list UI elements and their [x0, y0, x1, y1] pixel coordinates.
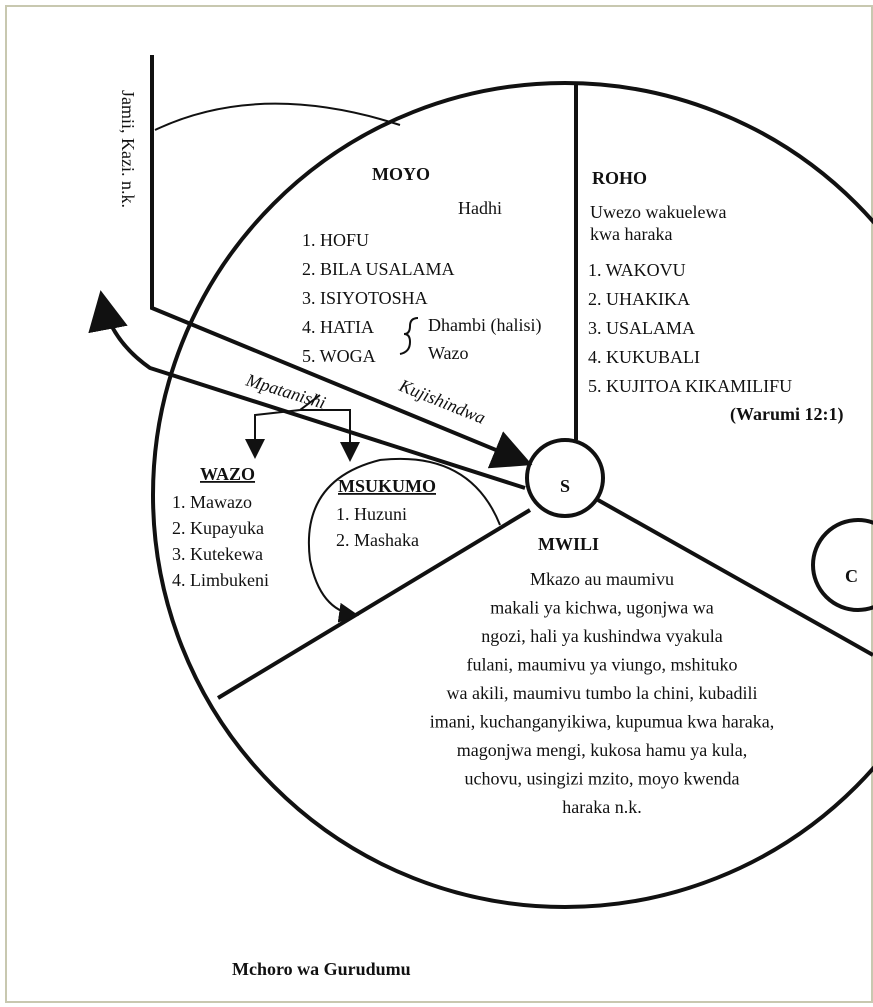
section-title: WAZO	[200, 464, 255, 484]
spoke-right	[597, 498, 873, 657]
list-item: wa akili, maumivu tumbo la chini, kubadi…	[447, 683, 758, 703]
arc	[154, 102, 401, 131]
list-item: 4. HATIA	[302, 317, 374, 337]
reference: (Warumi 12:1)	[730, 404, 843, 425]
section-subtitle: kwa haraka	[590, 224, 672, 244]
section-title: MOYO	[372, 164, 430, 184]
list-item: 1. Mawazo	[172, 492, 252, 512]
list-item: 2. BILA USALAMA	[302, 259, 455, 279]
brace-label: Dhambi (halisi)	[428, 315, 541, 336]
list: 1. HOFU 2. BILA USALAMA 3. ISIYOTOSHA 4. HA…	[302, 230, 455, 366]
list-item: 3. USALAMA	[588, 318, 695, 338]
list-item: 4. KUKUBALI	[588, 347, 700, 367]
list-item: magonjwa mengi, kukosa hamu ya kula,	[457, 740, 747, 760]
list-item: 2. UHAKIKA	[588, 289, 690, 309]
list-item: fulani, maumivu ya viungo, mshituko	[467, 655, 738, 675]
list-item: 2. Kupayuka	[172, 518, 264, 538]
list-item: haraka n.k.	[562, 797, 641, 817]
center-letter: S	[560, 476, 570, 496]
loop-arrow	[307, 457, 501, 623]
wheel-shapes	[88, 55, 873, 909]
list-item: 1. Huzuni	[336, 504, 407, 524]
caption: Mchoro wa Gurudumu	[232, 959, 411, 979]
section-subtitle: Uwezo wakuelewa	[590, 202, 726, 222]
arrow-mpatanishi	[88, 290, 526, 490]
list-item: 5. KUJITOA KIKAMILIFU	[588, 376, 792, 396]
wheel	[151, 81, 873, 909]
list-item: 3. ISIYOTOSHA	[302, 288, 428, 308]
arrow-kujishindwa	[150, 55, 533, 469]
list-item: 4. Limbukeni	[172, 570, 269, 590]
side-label: Jamii, Kazi. n.k.	[118, 90, 138, 208]
list: 1. Mawazo 2. Kupayuka 3. Kutekewa 4. Limbuk…	[172, 492, 269, 590]
brace-label: Wazo	[428, 343, 469, 363]
branch-msukumo	[300, 409, 360, 462]
center-circle	[525, 438, 605, 518]
list-item: 1. WAKOVU	[588, 260, 686, 280]
list-item: imani, kuchanganyikiwa, kupumua kwa hara…	[430, 712, 774, 732]
list-item: 1. HOFU	[302, 230, 369, 250]
section-title: MSUKUMO	[338, 476, 436, 496]
section-title: MWILI	[538, 534, 599, 554]
right-circle	[811, 518, 873, 612]
branch-wazo	[245, 394, 321, 459]
spoke-left	[216, 508, 532, 700]
brace	[399, 317, 419, 355]
list-item: makali ya kichwa, ugonjwa wa	[490, 598, 713, 618]
list-item: 2. Mashaka	[336, 530, 419, 550]
list: 1. WAKOVU 2. UHAKIKA 3. USALAMA 4. KUKUBALI…	[588, 260, 792, 396]
list-item: ngozi, hali ya kushindwa vyakula	[481, 626, 722, 646]
section-title: ROHO	[592, 168, 647, 188]
list-item: 3. Kutekewa	[172, 544, 263, 564]
list-item: 5. WOGA	[302, 346, 376, 366]
list-item: Mkazo au maumivu	[530, 569, 674, 589]
list-item: uchovu, usingizi mzito, moyo kwenda	[465, 769, 740, 789]
right-letter: C	[845, 566, 858, 586]
paragraph: Mkazo au maumivu makali ya kichwa, ugonjw…	[430, 569, 774, 817]
list: 1. Huzuni 2. Mashaka	[336, 504, 419, 550]
section-subtitle: Hadhi	[458, 198, 502, 218]
